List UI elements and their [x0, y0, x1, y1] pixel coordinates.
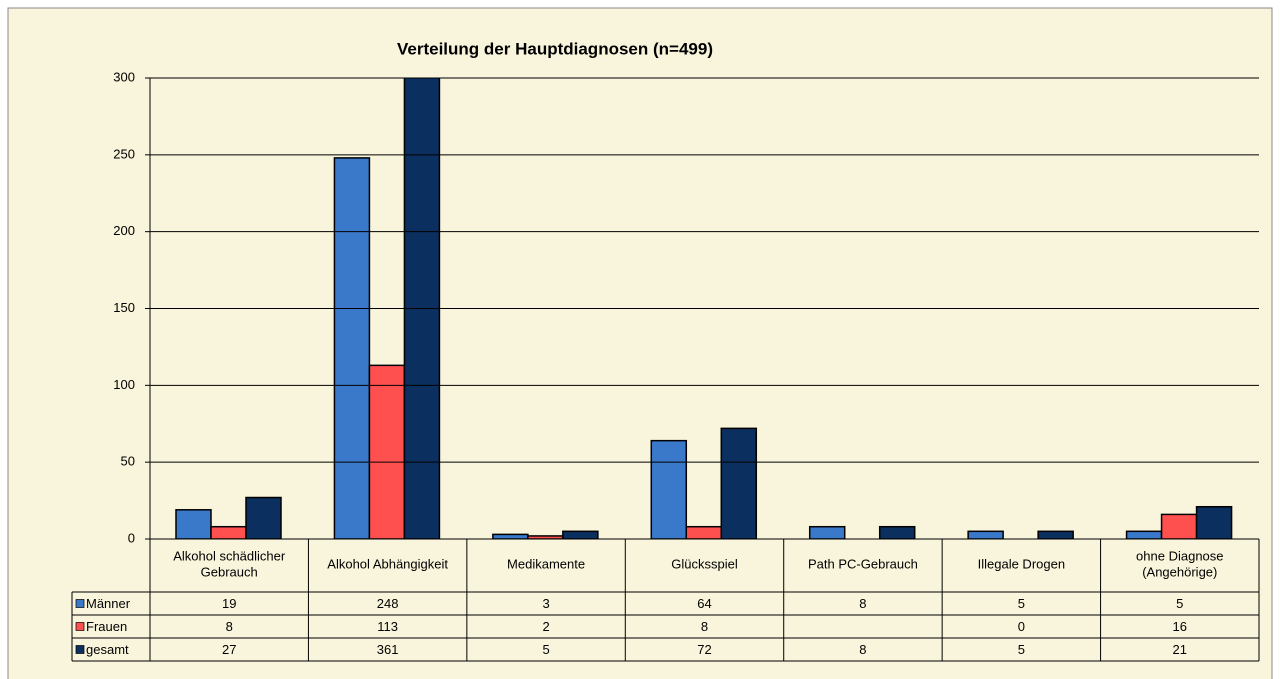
bar	[650, 439, 688, 539]
table-value: 113	[377, 619, 398, 634]
legend-label: Frauen	[86, 619, 127, 634]
table-value: 72	[697, 642, 711, 657]
x-tick-label: Medikamente	[507, 557, 585, 572]
table-value: 2	[542, 619, 549, 634]
legend-key	[75, 645, 85, 654]
legend-key	[75, 622, 85, 631]
y-tick-label: 0	[128, 530, 135, 545]
x-tick-label: Alkohol Abhängigkeit	[327, 557, 448, 572]
bar	[403, 78, 441, 539]
chart-title: Verteilung der Hauptdiagnosen (n=499)	[397, 39, 713, 58]
x-tick-label: Illegale Drogen	[978, 557, 1065, 572]
y-tick-label: 300	[113, 69, 135, 84]
y-tick-label: 200	[113, 223, 135, 238]
table-value: 5	[542, 642, 549, 657]
bar	[1037, 530, 1074, 539]
bar	[1125, 530, 1163, 539]
bar	[175, 509, 212, 539]
bar	[245, 496, 282, 539]
x-tick-label: Alkohol schädlicher Gebrauch	[173, 549, 286, 580]
table-value: 0	[1018, 619, 1025, 634]
y-tick-label: 150	[113, 300, 135, 315]
table-value: 5	[1176, 596, 1183, 611]
bar	[967, 530, 1004, 539]
x-tick-label: Glücksspiel	[671, 557, 738, 572]
bar	[808, 525, 846, 539]
y-tick-label: 50	[121, 454, 135, 469]
table-value: 5	[1018, 642, 1025, 657]
y-tick-label: 100	[113, 377, 135, 392]
legend-label: gesamt	[86, 642, 129, 657]
bar	[562, 530, 599, 539]
table-value: 3	[542, 596, 549, 611]
table-value: 8	[226, 619, 233, 634]
table-value: 8	[859, 642, 866, 657]
table-value: 5	[1018, 596, 1025, 611]
x-tick-label: ohne Diagnose (Angehörige)	[1136, 549, 1223, 580]
table-value: 64	[697, 596, 711, 611]
table-value: 361	[377, 642, 399, 657]
bar	[368, 364, 406, 539]
table-value: 8	[701, 619, 708, 634]
bar	[210, 525, 247, 539]
bar	[1195, 505, 1233, 539]
y-tick-label: 250	[113, 146, 135, 161]
bar	[333, 157, 371, 539]
bar	[685, 525, 723, 539]
table-value: 21	[1173, 642, 1187, 657]
table-value: 19	[222, 596, 236, 611]
bar	[878, 525, 916, 539]
table-value: 8	[859, 596, 866, 611]
bar	[720, 427, 758, 539]
table-value: 248	[377, 596, 399, 611]
table-value: 16	[1173, 619, 1187, 634]
legend-key	[75, 599, 85, 608]
legend-label: Männer	[86, 596, 131, 611]
bar	[492, 533, 529, 539]
x-tick-label: Path PC-Gebrauch	[808, 557, 918, 572]
table-value: 27	[222, 642, 236, 657]
bar	[1160, 513, 1198, 539]
